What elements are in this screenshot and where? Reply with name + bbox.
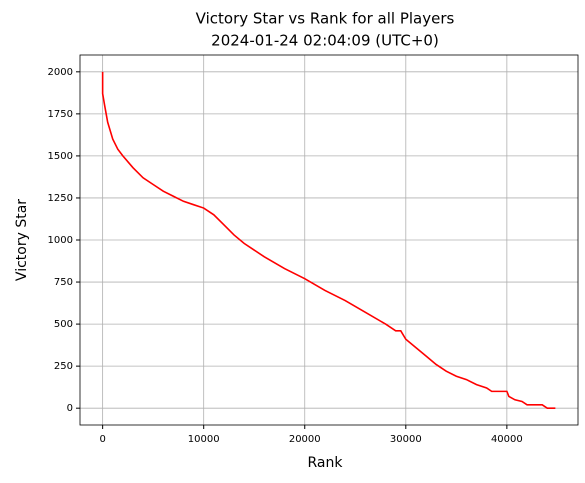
chart-title: Victory Star vs Rank for all Players <box>196 10 455 28</box>
data-line <box>101 71 556 409</box>
y-tick-label: 0 <box>67 403 73 414</box>
y-tick-label: 2000 <box>48 67 73 78</box>
x-tick-label: 20000 <box>289 434 321 445</box>
x-axis-label: Rank <box>308 455 344 471</box>
y-tick-label: 1750 <box>48 109 73 120</box>
y-tick-label: 750 <box>54 277 73 288</box>
y-tick-label: 1500 <box>48 151 73 162</box>
x-tick-label: 10000 <box>188 434 220 445</box>
chart-subtitle: 2024-01-24 02:04:09 (UTC+0) <box>211 32 439 50</box>
x-tick-label: 0 <box>99 434 105 445</box>
y-axis-label: Victory Star <box>14 199 30 281</box>
y-tick-label: 1250 <box>48 193 73 204</box>
x-tick-label: 40000 <box>491 434 523 445</box>
y-tick-label: 500 <box>54 319 73 330</box>
y-tick-label: 1000 <box>48 235 73 246</box>
plot-frame <box>79 54 579 426</box>
x-tick-label: 30000 <box>390 434 422 445</box>
y-tick-label: 250 <box>54 361 73 372</box>
